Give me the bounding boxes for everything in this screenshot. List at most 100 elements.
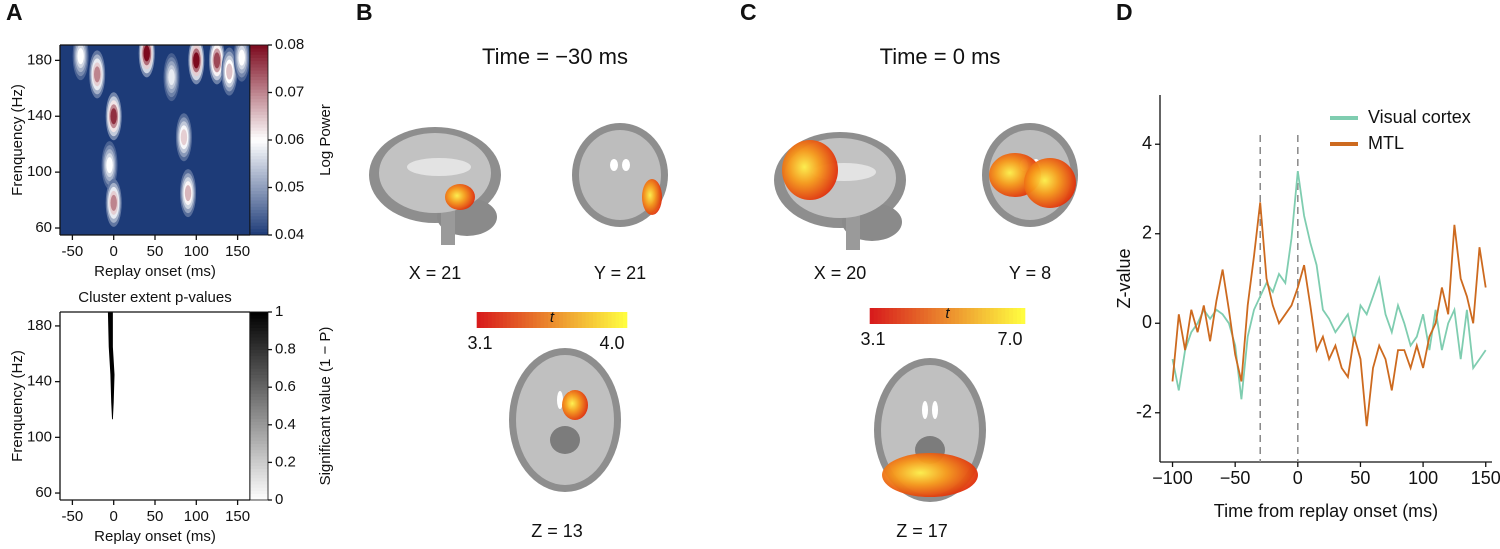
colorbar-cell xyxy=(250,377,268,382)
colorbar-cell xyxy=(250,168,268,172)
colorbar-cell xyxy=(892,308,898,324)
colorbar-cell xyxy=(250,430,268,435)
colorbar-cell xyxy=(250,127,268,131)
colorbar-cell xyxy=(250,493,268,498)
contour-level xyxy=(93,66,101,83)
colorbar-cell xyxy=(966,308,972,324)
ventricle xyxy=(610,159,618,171)
colorbar-cell xyxy=(250,158,268,163)
colorbar-cell xyxy=(250,449,268,454)
contour-level xyxy=(180,129,188,146)
colorbar-cell xyxy=(250,339,268,344)
colorbar-cell xyxy=(600,312,605,328)
colorbar-cell xyxy=(250,111,268,115)
colorbar-cell xyxy=(250,402,268,407)
colorbar-cell xyxy=(250,209,268,214)
contour-level xyxy=(143,45,150,62)
colorbar-tick-label: 3.1 xyxy=(467,333,492,353)
colorbar-cell xyxy=(250,393,268,397)
series-line xyxy=(1171,202,1487,427)
y-tick-label: 60 xyxy=(35,219,52,236)
slice-label: Z = 13 xyxy=(531,521,583,541)
colorbar-tick-label: 7.0 xyxy=(997,329,1022,349)
contour-level xyxy=(238,49,245,66)
colorbar-cell xyxy=(250,418,268,422)
colorbar-tick-label: 0.8 xyxy=(275,341,296,358)
colorbar-label: t xyxy=(550,309,555,326)
colorbar-cell xyxy=(544,312,549,328)
x-tick-label: -50 xyxy=(62,508,84,525)
colorbar-cell xyxy=(250,433,268,438)
colorbar-cell xyxy=(982,308,987,324)
colorbar-cell xyxy=(250,390,268,394)
colorbar-cell xyxy=(619,312,624,328)
colorbar-cell xyxy=(250,95,268,100)
colorbar-cell xyxy=(993,308,999,324)
colorbar-cell xyxy=(250,203,268,207)
colorbar-cell xyxy=(250,352,268,357)
colorbar-cell xyxy=(250,421,268,426)
colorbar-cell xyxy=(250,355,268,360)
colorbar-cell xyxy=(250,101,268,106)
panel-label: A xyxy=(6,0,23,25)
colorbar-cell xyxy=(250,380,268,385)
colorbar-cell xyxy=(250,104,268,109)
colorbar-cell xyxy=(596,312,602,328)
colorbar-cell xyxy=(250,92,268,96)
colorbar-cell xyxy=(931,308,937,324)
colorbar-cell xyxy=(250,468,268,473)
activation-blob xyxy=(562,390,588,420)
slice-label: Y = 21 xyxy=(594,263,646,283)
brain-ax xyxy=(509,348,621,492)
colorbar-cell xyxy=(491,312,497,328)
colorbar-cell xyxy=(562,312,568,328)
colorbar-cell xyxy=(250,455,268,460)
colorbar-cell xyxy=(499,312,504,328)
x-tick-label: 50 xyxy=(1350,468,1370,488)
colorbar-cell xyxy=(250,76,268,81)
series-line xyxy=(1171,170,1487,400)
colorbar-cell xyxy=(250,196,268,201)
colorbar-cell xyxy=(250,184,268,188)
colorbar-cell xyxy=(250,330,268,335)
colorbar-tick-label: 0.08 xyxy=(275,36,304,53)
colorbar-cell xyxy=(250,222,268,226)
colorbar-cell xyxy=(877,308,882,324)
colorbar-cell xyxy=(250,123,268,128)
brainstem xyxy=(441,205,455,245)
chart-title: Cluster extent p-values xyxy=(78,289,231,306)
brain-ax xyxy=(874,358,986,502)
colorbar-cell xyxy=(250,180,268,185)
colorbar-frame xyxy=(249,311,269,501)
contour-level xyxy=(110,194,117,211)
cluster-region xyxy=(107,312,115,420)
x-tick-label: −50 xyxy=(1220,468,1251,488)
colorbar-cell xyxy=(250,462,268,466)
slice-label: Z = 17 xyxy=(896,521,948,541)
colorbar-cell xyxy=(900,308,906,324)
colorbar-label: Significant value (1 − P) xyxy=(317,327,334,486)
colorbar-cell xyxy=(510,312,515,328)
colorbar-cell xyxy=(250,408,268,413)
colorbar-cell xyxy=(250,480,268,485)
colorbar-cell xyxy=(514,312,519,328)
colorbar-cell xyxy=(1001,308,1006,324)
colorbar-cell xyxy=(604,312,609,328)
colorbar-cell xyxy=(250,136,268,141)
colorbar-cell xyxy=(250,66,268,71)
colorbar-cell xyxy=(250,228,268,233)
brainstem xyxy=(846,210,860,250)
colorbar-cell xyxy=(250,424,268,429)
colorbar-cell xyxy=(250,70,268,74)
heatmap xyxy=(72,45,250,227)
colorbar-cell xyxy=(881,308,886,324)
colorbar-cell xyxy=(250,314,268,319)
colorbar-cell xyxy=(958,308,964,324)
y-tick-label: 2 xyxy=(1142,222,1152,242)
colorbar-cell xyxy=(250,146,268,150)
colorbar-cell xyxy=(250,98,268,103)
colorbar-cell xyxy=(250,174,268,179)
y-tick-label: 100 xyxy=(27,163,52,180)
colorbar-cell xyxy=(250,130,268,134)
colorbar-cell xyxy=(250,133,268,138)
